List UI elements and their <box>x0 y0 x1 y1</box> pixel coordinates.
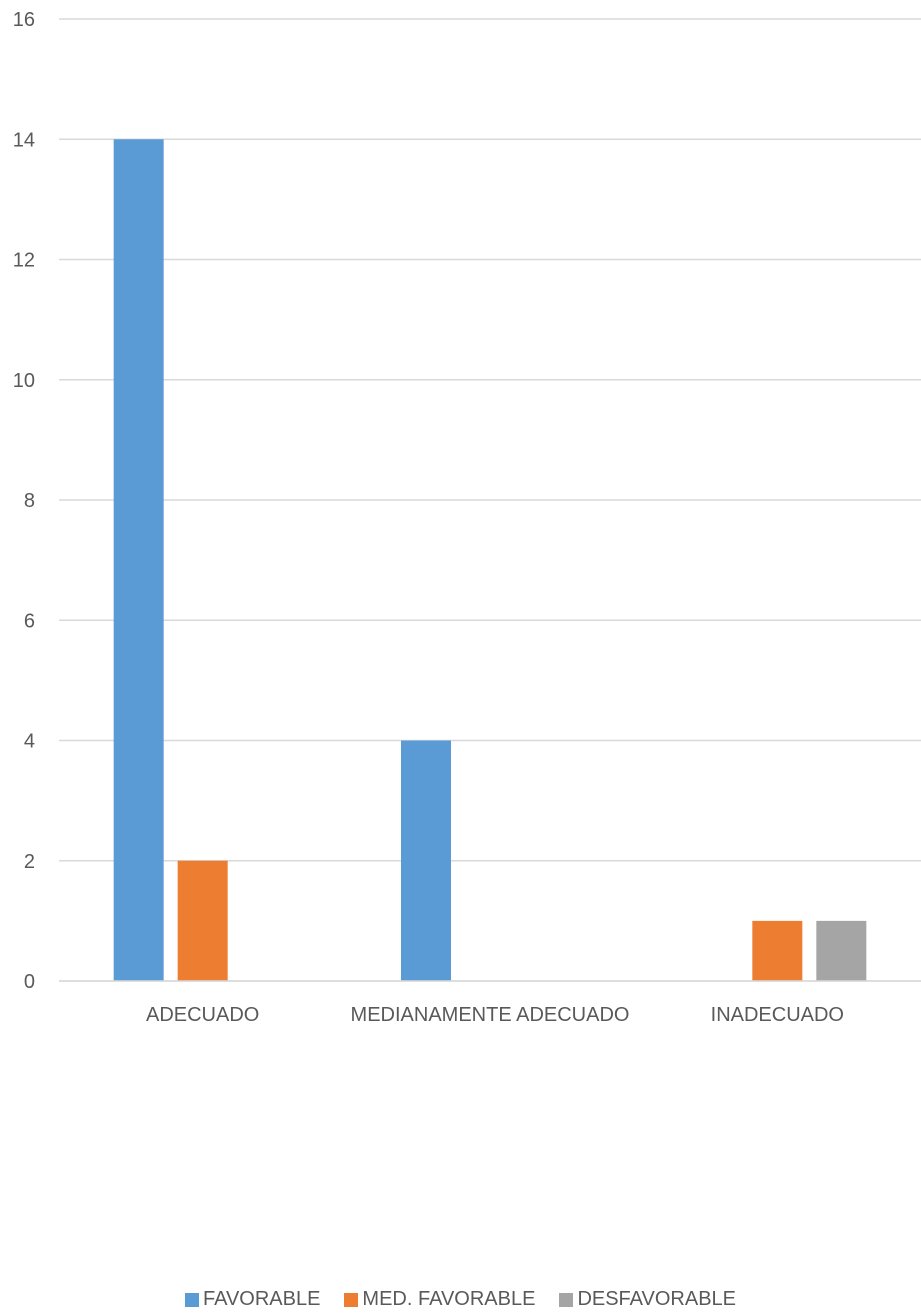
y-tick-label-4: 4 <box>24 731 35 753</box>
legend-label-favorable: FAVORABLE <box>202 1288 321 1310</box>
legend-swatch-favorable <box>184 1292 199 1307</box>
legend-label-med-favorable: MED. FAVORABLE <box>362 1288 536 1310</box>
x-category-label-adecuado: ADECUADO <box>146 1004 259 1026</box>
y-tick-label-2: 2 <box>24 851 35 873</box>
y-tick-label-8: 8 <box>24 490 35 512</box>
bar-desfavorable-inadecuado <box>816 920 867 981</box>
bar-favorable-adecuado <box>113 139 164 981</box>
gridlines <box>59 18 921 982</box>
x-category-label-inadecuado: INADECUADO <box>711 1004 844 1026</box>
y-tick-label-16: 16 <box>13 9 35 31</box>
legend-item-favorable: FAVORABLE <box>184 1288 321 1311</box>
legend-label-desfavorable: DESFAVORABLE <box>577 1288 737 1310</box>
bars <box>113 139 867 981</box>
x-category-label-medianamente-adecuado: MEDIANAMENTE ADECUADO <box>351 1004 630 1026</box>
y-axis-tick-labels: 0 2 4 6 8 10 12 14 16 <box>13 9 35 993</box>
bar-med-favorable-inadecuado <box>752 920 803 981</box>
legend-item-desfavorable: DESFAVORABLE <box>559 1288 736 1311</box>
legend-item-med-favorable: MED. FAVORABLE <box>344 1288 535 1311</box>
legend: FAVORABLE MED. FAVORABLE DESFAVORABLE <box>0 1288 921 1311</box>
y-tick-label-0: 0 <box>24 971 35 993</box>
y-tick-label-10: 10 <box>13 370 35 392</box>
legend-swatch-desfavorable <box>559 1292 574 1307</box>
x-axis-category-labels: ADECUADO MEDIANAMENTE ADECUADO INADECUADO <box>59 980 921 1026</box>
bar-favorable-medianamente-adecuado <box>401 740 451 981</box>
y-tick-label-6: 6 <box>24 610 35 632</box>
legend-swatch-med-favorable <box>344 1292 359 1307</box>
y-tick-label-12: 12 <box>13 250 35 272</box>
y-tick-label-14: 14 <box>13 129 35 151</box>
bar-med-favorable-adecuado <box>177 860 228 981</box>
